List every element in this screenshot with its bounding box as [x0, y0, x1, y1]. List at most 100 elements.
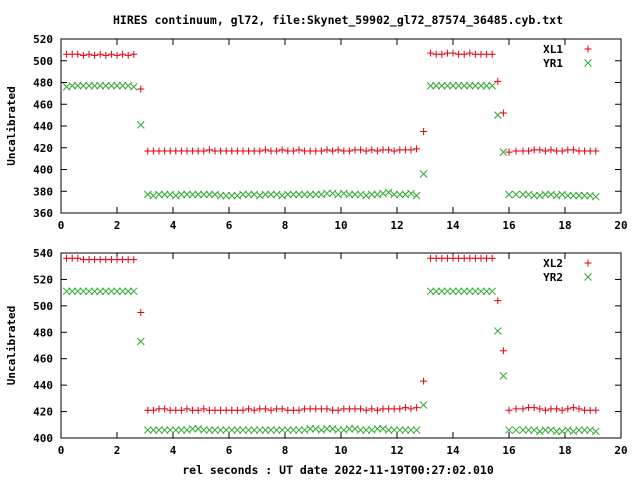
data-point — [580, 426, 589, 434]
data-point — [256, 147, 264, 155]
data-point — [79, 287, 88, 296]
data-point — [278, 426, 287, 434]
data-point — [216, 191, 225, 200]
data-point — [412, 191, 421, 200]
data-point — [407, 426, 415, 434]
data-point — [390, 190, 399, 199]
data-point — [384, 188, 393, 197]
data-point — [222, 426, 231, 434]
data-point — [96, 81, 105, 90]
data-point — [367, 190, 376, 199]
data-point — [512, 426, 520, 434]
series-XL2 — [63, 254, 600, 414]
series-XL1 — [63, 49, 600, 156]
data-point — [227, 426, 236, 434]
data-point — [460, 81, 469, 90]
data-point — [351, 190, 359, 199]
data-point — [306, 424, 315, 433]
data-point — [205, 190, 214, 199]
series-YR2 — [62, 287, 600, 436]
legend-marker — [584, 273, 592, 281]
data-point — [239, 406, 247, 414]
y-tick-label: 420 — [33, 142, 53, 155]
data-point — [345, 190, 354, 199]
data-point — [160, 190, 169, 199]
data-point — [130, 50, 138, 58]
data-point — [477, 81, 485, 90]
x-tick-label: 16 — [502, 219, 516, 232]
data-point — [90, 81, 99, 90]
data-point — [438, 50, 446, 58]
x-tick-label: 10 — [334, 219, 347, 232]
data-point — [261, 190, 270, 199]
x-tick-label: 18 — [558, 219, 571, 232]
data-point — [575, 426, 583, 434]
data-point — [525, 147, 533, 155]
data-point — [488, 81, 497, 90]
data-point — [494, 297, 502, 305]
data-point — [155, 190, 163, 199]
data-point — [200, 147, 208, 155]
y-tick-label: 420 — [33, 406, 53, 419]
data-point — [401, 426, 410, 434]
x-tick-label: 18 — [558, 444, 571, 457]
x-tick-label: 6 — [226, 444, 233, 457]
data-point — [255, 426, 264, 434]
data-point — [488, 287, 497, 296]
data-point — [137, 85, 145, 93]
data-point — [519, 426, 527, 434]
data-point — [233, 426, 242, 434]
data-point — [390, 147, 398, 155]
data-point — [460, 50, 468, 58]
data-point — [357, 146, 365, 154]
data-point — [420, 127, 428, 135]
data-point — [395, 190, 404, 199]
legend-label: YR2 — [543, 271, 563, 284]
data-point — [541, 406, 549, 414]
data-point — [113, 287, 121, 296]
data-point — [536, 405, 544, 413]
data-point — [384, 426, 393, 434]
y-tick-label: 380 — [33, 185, 53, 198]
data-point — [530, 404, 538, 412]
data-point — [357, 405, 365, 413]
x-tick-label: 20 — [614, 219, 627, 232]
data-point — [362, 147, 370, 155]
data-point — [505, 190, 513, 199]
data-point — [85, 50, 93, 58]
data-point — [188, 424, 197, 433]
data-point — [183, 405, 191, 413]
y-tick-label: 520 — [33, 33, 53, 46]
data-point — [362, 406, 370, 414]
data-point — [466, 49, 474, 57]
data-point — [188, 190, 197, 199]
data-point — [227, 191, 236, 200]
legend-label: XL1 — [543, 43, 563, 56]
y-tick-label: 360 — [33, 207, 53, 220]
data-point — [73, 81, 82, 90]
data-point — [373, 147, 381, 155]
data-point — [558, 147, 566, 155]
x-tick-label: 12 — [390, 219, 403, 232]
x-tick-label: 6 — [226, 219, 233, 232]
data-point — [553, 405, 561, 413]
data-point — [107, 287, 116, 296]
data-point — [323, 405, 331, 413]
data-point — [85, 287, 93, 296]
data-point — [413, 145, 421, 153]
data-point — [413, 404, 421, 412]
data-point — [155, 426, 163, 434]
data-point — [73, 287, 82, 296]
data-point — [216, 426, 225, 434]
data-point — [592, 406, 600, 414]
data-point — [519, 405, 527, 413]
data-point — [283, 426, 292, 434]
x-tick-label: 16 — [502, 444, 516, 457]
legend-marker — [584, 45, 592, 53]
data-point — [323, 146, 331, 154]
x-tick-label: 14 — [446, 444, 460, 457]
y-axis-label: Uncalibrated — [5, 86, 18, 165]
data-point — [205, 146, 213, 154]
y-axis-label: Uncalibrated — [5, 306, 18, 385]
